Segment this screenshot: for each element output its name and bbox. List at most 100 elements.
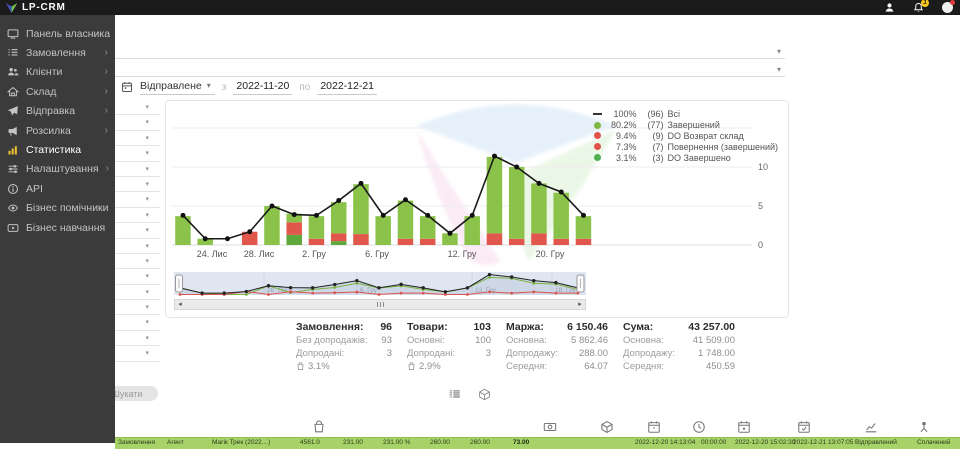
sidebar-item-label: Налаштування [26, 163, 99, 176]
legend-item[interactable]: 100% (96) Всі [593, 109, 778, 120]
legend-text: (9) [652, 130, 664, 141]
legend-text: 100% [613, 109, 637, 120]
sidebar-item-warehouse[interactable]: Склад › [0, 82, 115, 101]
mini-filter-select-6[interactable]: ▾ [90, 177, 160, 193]
training-icon [7, 222, 19, 234]
svg-text:13. Гру: 13. Гру [475, 287, 497, 294]
sidebar-item-label: Відправка [26, 105, 76, 118]
shipping-icon [7, 105, 19, 117]
chevron-right-icon: › [104, 47, 108, 59]
chart-legend: 100% (96) Всі 80.2% (77) Завершений 9.4% (9) DO … [593, 109, 778, 163]
mini-filter-select-1[interactable]: ▾ [90, 100, 160, 116]
sidebar-item-clients[interactable]: Клієнти › [0, 63, 115, 82]
mini-filter-select-7[interactable]: ▾ [90, 192, 160, 208]
user-avatar[interactable] [942, 0, 955, 13]
legend-item[interactable]: 80.2% (77) Завершений [593, 120, 778, 131]
calendar2-icon[interactable] [737, 420, 751, 439]
sidebar-item-settings[interactable]: Налаштування › [0, 160, 115, 179]
legend-dot-marker [593, 143, 602, 151]
date-to-input[interactable]: 2022-12-21 [317, 80, 378, 95]
clock-icon[interactable] [692, 420, 706, 439]
chart-navigator[interactable]: 28. Лис 6. Гру 13. Гру 18. Гру [174, 271, 586, 298]
package-icon[interactable] [600, 420, 614, 439]
svg-text:20. Гру: 20. Гру [536, 249, 565, 259]
mini-filter-select-10[interactable]: ▾ [90, 239, 160, 254]
legend-text: (3) [652, 152, 664, 163]
shipment-type-select[interactable]: Відправлене ▾ [140, 80, 215, 95]
scrollbar-grip[interactable] [185, 300, 575, 309]
mini-filter-select-17[interactable]: ▾ [90, 346, 160, 362]
svg-text:0: 0 [758, 240, 763, 250]
logo-icon [5, 2, 18, 13]
stats-subvalue: 450.59 [705, 361, 735, 372]
sidebar-item-training[interactable]: Бізнес навчання [0, 218, 115, 237]
calendar-check-icon[interactable] [797, 420, 811, 439]
mini-filter-select-16[interactable]: ▾ [90, 331, 160, 347]
mini-filter-select-2[interactable]: ▾ [90, 115, 160, 131]
mailing-icon [7, 125, 19, 137]
sidebar-item-shipping[interactable]: Відправка › [0, 102, 115, 121]
calendar-icon[interactable] [647, 420, 661, 439]
list-view-icon[interactable] [448, 388, 461, 401]
sidebar-item-dashboard[interactable]: Панель власника [0, 24, 115, 43]
sidebar-item-helpers[interactable]: Бізнес помічники [0, 199, 115, 218]
scroll-right-icon[interactable]: ▸ [578, 301, 582, 308]
mini-filter-select-5[interactable]: ▾ [90, 162, 160, 177]
upsell-percent: 2.9% [419, 361, 441, 372]
mini-filter-select-4[interactable]: ▾ [90, 146, 160, 162]
sidebar-item-statistics[interactable]: Статистика [0, 140, 115, 159]
stats-sublabel: Основна: [623, 335, 664, 346]
scroll-left-icon[interactable]: ◂ [178, 301, 182, 308]
stats-subvalue: 93 [381, 335, 392, 346]
chevron-down-icon: ▾ [145, 350, 149, 358]
sidebar-item-mailing[interactable]: Розсилка › [0, 121, 115, 140]
legend-item[interactable]: 3.1% (3) DO Завершено [593, 152, 778, 163]
stats-title: Маржа: [506, 321, 544, 333]
svg-text:24. Лис: 24. Лис [197, 249, 228, 259]
person-icon[interactable] [917, 420, 931, 439]
orders-chart[interactable]: 0 5 10 24. Лис 28. Лис 2. Гру 6. Гру 12. Гру 20.… [172, 103, 782, 263]
filter-select-2[interactable]: ▾ [115, 63, 785, 77]
mini-filter-select-8[interactable]: ▾ [90, 208, 160, 224]
bag-icon[interactable] [312, 420, 326, 439]
mini-filter-select-13[interactable]: ▾ [90, 285, 160, 301]
chart-icon[interactable] [864, 420, 878, 439]
legend-item[interactable]: 7.3% (7) Повернення (завершений) [593, 141, 778, 152]
mini-filter-select-9[interactable]: ▾ [90, 223, 160, 239]
sidebar-item-label: Бізнес навчання [26, 221, 106, 234]
stats-sublabel: Допродані: [296, 348, 345, 359]
sidebar-item-orders[interactable]: Замовлення › [0, 43, 115, 62]
stats-sublabel: Основна: [506, 335, 547, 346]
mini-filter-select-11[interactable]: ▾ [90, 254, 160, 270]
mini-filter-select-15[interactable]: ▾ [90, 315, 160, 331]
user-icon[interactable] [884, 2, 895, 13]
sidebar-item-api[interactable]: API [0, 179, 115, 198]
stats-title: Товари: [407, 321, 448, 333]
mini-filter-select-3[interactable]: ▾ [90, 131, 160, 147]
clients-icon [7, 66, 19, 78]
table-row[interactable]: Замовлення Агент Магік Трек (2022…) 4561.0 2… [115, 437, 960, 449]
filter-select-1[interactable]: ▾ [115, 45, 785, 59]
settings-icon [7, 163, 19, 175]
svg-text:5: 5 [758, 201, 763, 211]
stats-subvalue: 3 [485, 348, 491, 359]
dashboard-icon [7, 28, 19, 40]
package-view-icon[interactable] [478, 388, 491, 401]
app-logo[interactable]: LP-CRM [0, 2, 66, 14]
mini-filter-select-14[interactable]: ▾ [90, 300, 160, 316]
date-from-input[interactable]: 2022-11-20 [233, 80, 293, 95]
view-toggles [448, 388, 491, 401]
mini-filter-select-12[interactable]: ▾ [90, 269, 160, 285]
notification-badge: 1 [921, 0, 929, 7]
chart-scrollbar[interactable]: ◂ ▸ [174, 299, 586, 310]
chevron-down-icon: ▾ [145, 288, 149, 296]
stats-sublabel: Середня: [506, 361, 548, 372]
svg-text:6. Гру: 6. Гру [365, 249, 389, 259]
svg-text:28. Лис: 28. Лис [244, 249, 275, 259]
money-icon[interactable] [543, 420, 557, 439]
legend-text: DO Возврат склад [667, 130, 744, 141]
sidebar-item-label: Розсилка [26, 124, 71, 137]
notifications-bell-icon[interactable]: 1 [913, 0, 929, 13]
legend-text: DO Завершено [667, 152, 731, 163]
legend-item[interactable]: 9.4% (9) DO Возврат склад [593, 131, 778, 142]
